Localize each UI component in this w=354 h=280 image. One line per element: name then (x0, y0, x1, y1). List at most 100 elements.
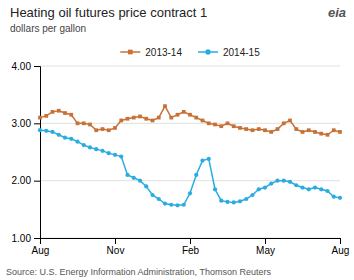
series-marker (207, 157, 211, 161)
series-marker (194, 116, 198, 120)
series-marker (288, 119, 292, 123)
y-tick: 1.00 (12, 233, 40, 244)
series-marker (338, 196, 342, 200)
series-marker (57, 133, 61, 137)
y-tick-mark (34, 66, 40, 67)
legend: 2013-14 2014-15 (120, 47, 260, 58)
series-marker (44, 114, 48, 118)
series-marker (313, 185, 317, 189)
series-marker (238, 199, 242, 203)
grid-line (40, 180, 340, 181)
series-marker (51, 110, 55, 114)
series-marker (257, 127, 261, 131)
grid-line (40, 66, 340, 67)
series-marker (207, 121, 211, 125)
series-marker (38, 116, 42, 120)
series-marker (113, 126, 117, 130)
x-axis-line (41, 239, 341, 245)
series-marker (69, 137, 73, 141)
series-marker (319, 187, 323, 191)
subtitle: dollars per gallon (10, 23, 86, 34)
series-marker (288, 180, 292, 184)
y-tick-mark (34, 181, 40, 182)
series-marker (213, 123, 217, 127)
y-tick-label: 4.00 (12, 61, 32, 72)
series-marker (244, 197, 248, 201)
series-marker (244, 127, 248, 131)
x-tick: Feb (182, 238, 200, 256)
legend-label: 2014-15 (223, 47, 260, 58)
x-tick: Aug (32, 238, 50, 256)
series-line (40, 106, 340, 135)
series-marker (101, 127, 105, 131)
series-marker (251, 128, 255, 132)
x-tick-mark (115, 238, 116, 244)
series-marker (294, 127, 298, 131)
series-marker (94, 128, 98, 132)
series-marker (232, 124, 236, 128)
series-marker (100, 149, 104, 153)
series-marker (263, 185, 267, 189)
series-marker (57, 109, 61, 113)
series-marker (250, 193, 254, 197)
series-marker (332, 195, 336, 199)
source: Source: U.S. Energy Information Administ… (6, 267, 271, 277)
grid (40, 66, 340, 238)
series-marker (76, 121, 80, 125)
x-tick-label: Aug (32, 245, 50, 256)
series-marker (194, 173, 198, 177)
y-tick-mark (34, 238, 40, 239)
y-tick-label: 3.00 (12, 118, 32, 129)
series-marker (132, 176, 136, 180)
series-marker (138, 115, 142, 119)
series-marker (307, 187, 311, 191)
series-marker (213, 187, 217, 191)
series-marker (200, 158, 204, 162)
series-marker (201, 119, 205, 123)
series-marker (151, 119, 155, 123)
legend-swatch-marker (128, 50, 133, 55)
x-tick: Nov (107, 238, 125, 256)
series-marker (219, 124, 223, 128)
y-tick-label: 1.00 (12, 233, 32, 244)
x-tick: May (256, 238, 275, 256)
series-marker (225, 200, 229, 204)
legend-item: 2014-15 (198, 47, 260, 58)
plot-area: AugNovFebMayAug1.002.003.004.00 (12, 61, 350, 256)
series-marker (269, 130, 273, 134)
x-axis: AugNovFebMayAug (32, 238, 350, 256)
series-marker (63, 136, 67, 140)
series-marker (307, 128, 311, 132)
x-tick-mark (265, 238, 266, 244)
series-marker (125, 173, 129, 177)
series-marker (276, 127, 280, 131)
legend-label: 2013-14 (145, 47, 182, 58)
x-tick-label: Feb (182, 245, 200, 256)
data-layer (38, 104, 342, 207)
series-marker (94, 147, 98, 151)
series-marker (182, 203, 186, 207)
y-tick: 2.00 (12, 175, 40, 186)
series-marker (338, 130, 342, 134)
series-marker (82, 143, 86, 147)
series-marker (75, 140, 79, 144)
series-marker (88, 145, 92, 149)
series-marker (82, 121, 86, 125)
legend-swatch-marker (205, 49, 210, 54)
series-marker (157, 197, 161, 201)
series-marker (107, 151, 111, 155)
series-marker (63, 111, 67, 115)
series-marker (188, 113, 192, 117)
x-tick-mark (190, 238, 191, 244)
series-marker (275, 179, 279, 183)
series-marker (150, 193, 154, 197)
chart-container: Heating oil futures price contract 1doll… (0, 0, 354, 280)
series-marker (188, 191, 192, 195)
y-tick-label: 2.00 (12, 175, 32, 186)
series-marker (226, 121, 230, 125)
x-tick-label: Nov (107, 245, 125, 256)
series-marker (263, 128, 267, 132)
series-marker (157, 116, 161, 120)
series-marker (126, 117, 130, 121)
series-marker (138, 179, 142, 183)
